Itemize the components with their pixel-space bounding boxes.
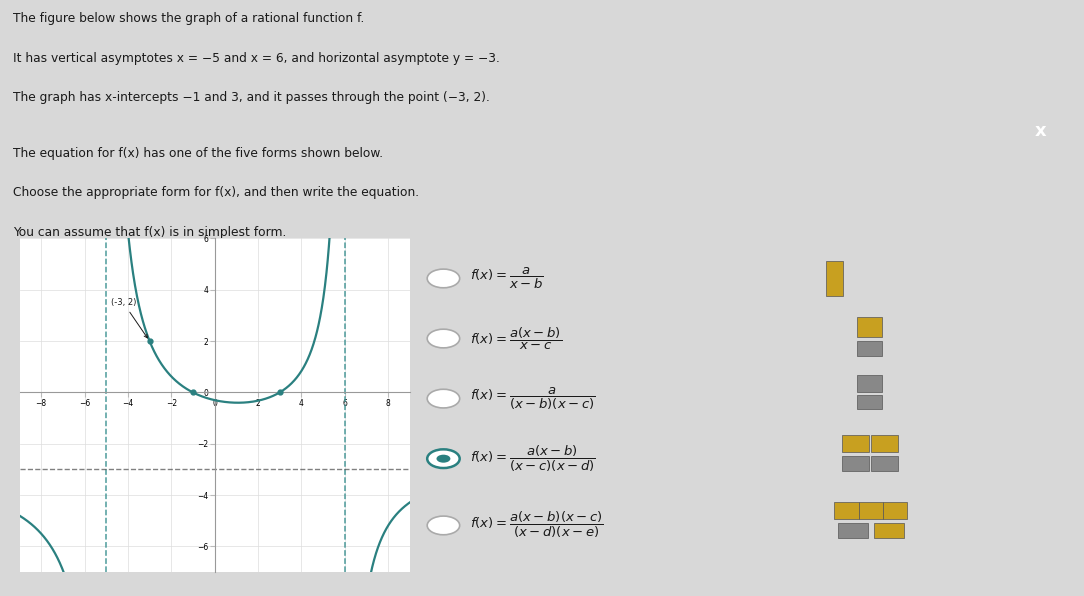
FancyBboxPatch shape bbox=[838, 523, 868, 538]
FancyBboxPatch shape bbox=[857, 375, 882, 392]
FancyBboxPatch shape bbox=[870, 457, 898, 471]
FancyBboxPatch shape bbox=[842, 457, 868, 471]
Text: $f(x) = \dfrac{a(x - b)(x - c)}{(x - d)(x - e)}$: $f(x) = \dfrac{a(x - b)(x - c)}{(x - d)(… bbox=[469, 510, 604, 541]
Text: $f(x) = \dfrac{a}{(x - b)(x - c)}$: $f(x) = \dfrac{a}{(x - b)(x - c)}$ bbox=[469, 386, 595, 412]
Circle shape bbox=[427, 269, 460, 288]
Text: The graph has x-intercepts −1 and 3, and it passes through the point (−3, 2).: The graph has x-intercepts −1 and 3, and… bbox=[13, 91, 490, 104]
Text: $f(x) = \dfrac{a(x - b)}{(x - c)(x - d)}$: $f(x) = \dfrac{a(x - b)}{(x - c)(x - d)}… bbox=[469, 443, 595, 474]
Text: The figure below shows the graph of a rational function f.: The figure below shows the graph of a ra… bbox=[13, 12, 364, 25]
FancyBboxPatch shape bbox=[826, 261, 843, 296]
Text: You can assume that f(x) is in simplest form.: You can assume that f(x) is in simplest … bbox=[13, 226, 286, 239]
Circle shape bbox=[427, 449, 460, 468]
Circle shape bbox=[427, 329, 460, 348]
Text: Choose the appropriate form for f(x), and then write the equation.: Choose the appropriate form for f(x), an… bbox=[13, 187, 420, 199]
Circle shape bbox=[437, 455, 450, 462]
FancyBboxPatch shape bbox=[874, 523, 904, 538]
Circle shape bbox=[427, 389, 460, 408]
Text: It has vertical asymptotes x = −5 and x = 6, and horizontal asymptote y = −3.: It has vertical asymptotes x = −5 and x … bbox=[13, 52, 500, 64]
Circle shape bbox=[427, 516, 460, 535]
FancyBboxPatch shape bbox=[857, 317, 882, 337]
FancyBboxPatch shape bbox=[870, 435, 898, 452]
FancyBboxPatch shape bbox=[857, 341, 882, 356]
Text: x: x bbox=[1034, 122, 1046, 140]
Text: $f(x) = \dfrac{a(x - b)}{x - c}$: $f(x) = \dfrac{a(x - b)}{x - c}$ bbox=[469, 325, 562, 352]
FancyBboxPatch shape bbox=[835, 502, 859, 519]
Text: (-3, 2): (-3, 2) bbox=[111, 298, 147, 338]
FancyBboxPatch shape bbox=[883, 502, 907, 519]
Text: The equation for f(x) has one of the five forms shown below.: The equation for f(x) has one of the fiv… bbox=[13, 147, 383, 160]
FancyBboxPatch shape bbox=[857, 395, 882, 409]
FancyBboxPatch shape bbox=[842, 435, 868, 452]
Text: $f(x) = \dfrac{a}{x - b}$: $f(x) = \dfrac{a}{x - b}$ bbox=[469, 266, 543, 291]
FancyBboxPatch shape bbox=[859, 502, 883, 519]
